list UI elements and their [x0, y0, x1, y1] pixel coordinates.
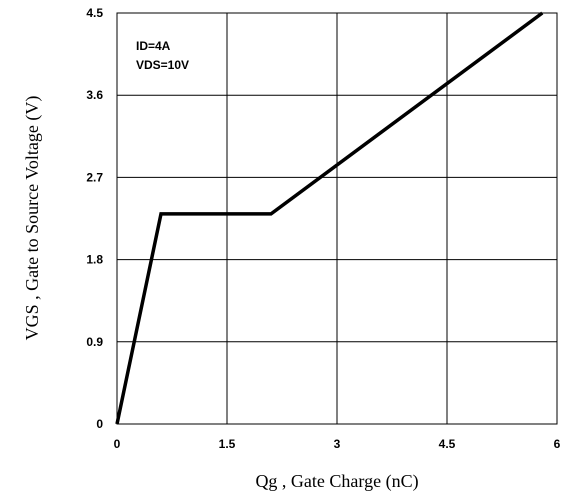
- grid: [117, 13, 557, 424]
- annotation-id: ID=4A: [136, 39, 171, 53]
- y-tick-label: 1.8: [86, 253, 103, 267]
- x-tick-label: 6: [554, 437, 561, 451]
- x-tick-label: 1.5: [219, 437, 236, 451]
- annotation-vds: VDS=10V: [136, 58, 189, 72]
- x-tick-label: 3: [334, 437, 341, 451]
- x-tick-label: 4.5: [439, 437, 456, 451]
- y-tick-label: 2.7: [86, 170, 103, 184]
- y-tick-label: 0: [96, 417, 103, 431]
- x-axis-title: Qg , Gate Charge (nC): [255, 471, 418, 492]
- series-line: [115, 11, 544, 425]
- y-tick-label: 3.6: [86, 88, 103, 102]
- x-tick-label: 0: [114, 437, 121, 451]
- y-tick-label: 4.5: [86, 6, 103, 20]
- y-tick-label: 0.9: [86, 335, 103, 349]
- tick-labels: 0 1.5 3 4.5 6 0 0.9 1.8 2.7 3.6 4.5: [86, 6, 560, 451]
- y-axis-title: VGS , Gate to Source Voltage (V): [22, 96, 43, 341]
